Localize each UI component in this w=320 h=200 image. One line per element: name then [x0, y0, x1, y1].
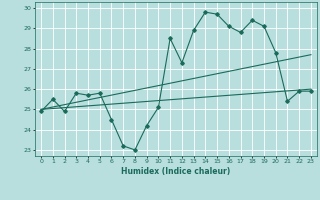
X-axis label: Humidex (Indice chaleur): Humidex (Indice chaleur) [121, 167, 231, 176]
